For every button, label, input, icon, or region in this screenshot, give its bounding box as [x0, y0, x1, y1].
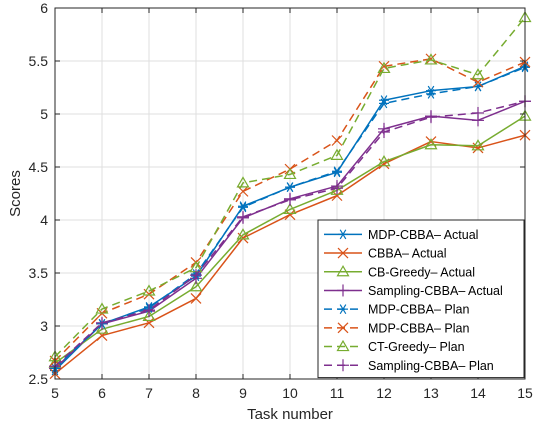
y-tick-label: 3: [40, 318, 48, 334]
data-point: [472, 106, 484, 119]
tick-labels: 5 6 7 8 9 10 11 12 13 14 15 2.5 3 3.5 4 4.5 5 5.5 6: [29, 0, 533, 401]
data-point: [284, 193, 296, 206]
legend-item: CB-Greedy– Actual: [324, 265, 475, 279]
data-point: [425, 53, 437, 65]
legend-item: CBBA– Actual: [324, 247, 447, 261]
x-tick-label: 14: [470, 385, 486, 401]
legend-swatch-marker: [338, 304, 348, 315]
data-point: [283, 167, 297, 180]
data-point: [331, 135, 343, 146]
data-point: [424, 138, 438, 150]
y-tick-label: 4: [40, 212, 48, 228]
data-point: [142, 284, 156, 296]
y-tick-label: 2.5: [29, 371, 49, 387]
legend-swatch-marker: [336, 339, 350, 352]
data-point: [95, 302, 109, 314]
legend-label: MDP-CBBA– Plan: [368, 303, 469, 317]
data-point: [471, 139, 485, 151]
series-7: [48, 10, 532, 362]
data-point: [236, 228, 250, 240]
data-point: [189, 280, 203, 292]
legend-box: [317, 219, 525, 379]
y-tick-label: 4.5: [29, 159, 49, 175]
data-point: [425, 111, 437, 124]
legend-item: MDP-CBBA– Actual: [324, 228, 478, 242]
x-tick-label: 7: [145, 385, 153, 401]
data-point: [237, 210, 249, 223]
data-point: [330, 148, 344, 160]
data-point: [238, 202, 248, 213]
legend-label: CB-Greedy– Actual: [368, 265, 475, 279]
data-point: [190, 293, 202, 304]
data-point: [142, 309, 156, 322]
x-tick-label: 15: [517, 385, 533, 401]
data-point: [283, 202, 297, 214]
x-tick-label: 5: [51, 385, 59, 401]
data-point: [285, 182, 295, 193]
y-tick-label: 6: [40, 0, 48, 16]
legend-label: MDP-CBBA– Plan: [368, 321, 469, 335]
legend-swatch-marker: [336, 265, 350, 277]
legend-item: CT-Greedy– Plan: [324, 339, 465, 354]
legend-label: Sampling-CBBA– Plan: [368, 359, 494, 373]
x-axis-title: Task number: [247, 406, 333, 423]
legend-swatch-marker: [338, 229, 348, 240]
x-tick-label: 9: [239, 385, 247, 401]
y-tick-label: 5.5: [29, 53, 49, 69]
data-point: [472, 142, 484, 154]
legend-label: CT-Greedy– Plan: [368, 340, 465, 354]
legend-item: MDP-CBBA– Plan: [324, 303, 469, 317]
legend-label: CBBA– Actual: [368, 247, 447, 261]
data-point: [332, 166, 342, 177]
data-point: [378, 126, 390, 139]
series-line: [54, 17, 526, 358]
data-point: [96, 316, 108, 329]
data-point: [377, 61, 391, 74]
x-tick-label: 8: [192, 385, 200, 401]
legend-item: Sampling-CBBA– Actual: [324, 284, 503, 298]
legend: MDP-CBBA– Actual CBBA– Actual CB-Greedy– A…: [317, 219, 525, 379]
y-tick-label: 3.5: [29, 265, 49, 281]
legend-item: Sampling-CBBA– Plan: [324, 359, 494, 373]
data-point: [143, 304, 155, 317]
legend-swatch-marker: [337, 359, 349, 372]
data-point: [471, 68, 485, 80]
data-point: [143, 317, 155, 329]
data-point: [379, 98, 389, 109]
y-axis-title: Scores: [7, 170, 24, 217]
x-tick-label: 12: [376, 385, 392, 401]
legend-swatch-marker: [337, 247, 349, 259]
legend-swatch-marker: [337, 284, 349, 297]
data-point: [190, 269, 202, 282]
legend-label: MDP-CBBA– Actual: [368, 228, 478, 242]
series-line: [54, 100, 526, 367]
x-tick-label: 6: [98, 385, 106, 401]
x-tick-label: 11: [330, 385, 345, 401]
series-line: [54, 115, 526, 364]
legend-label: Sampling-CBBA– Actual: [368, 284, 503, 298]
data-point: [426, 88, 436, 99]
data-point: [377, 155, 391, 167]
data-point: [424, 53, 438, 65]
y-tick-label: 5: [40, 106, 48, 122]
x-tick-label: 10: [282, 385, 298, 401]
legend-item: MDP-CBBA– Plan: [324, 321, 469, 335]
data-point: [236, 176, 250, 188]
x-tick-label: 13: [423, 385, 439, 401]
data-point: [331, 182, 343, 195]
legend-swatch-marker: [337, 322, 349, 334]
